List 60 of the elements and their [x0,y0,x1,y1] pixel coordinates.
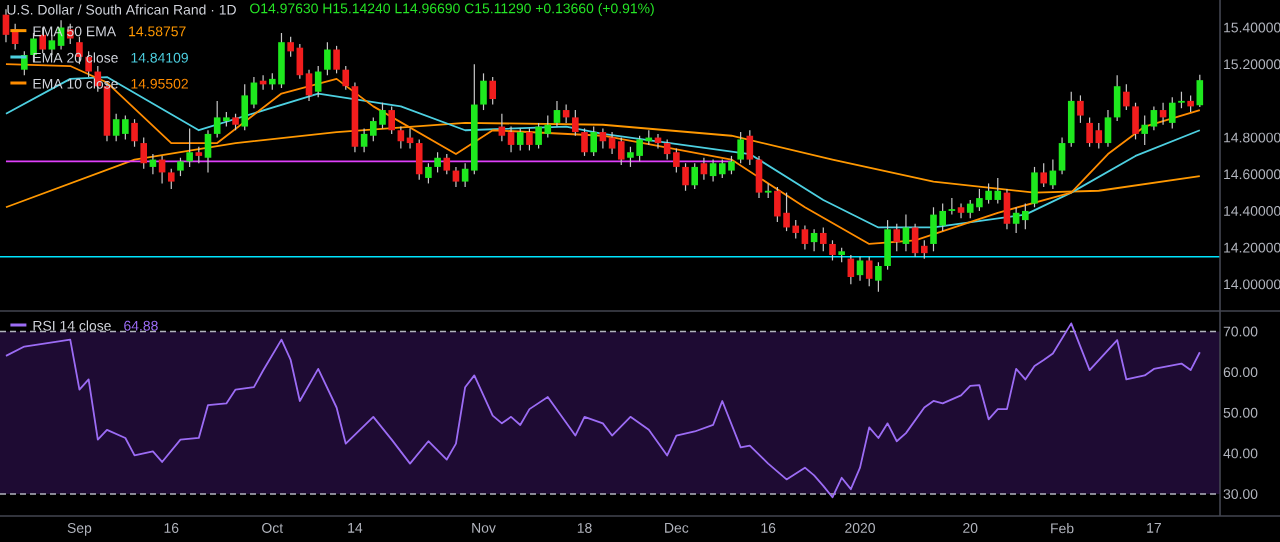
candlestick [1123,83,1130,111]
candlestick [434,151,441,174]
candlestick [415,138,423,181]
candlestick [884,219,891,271]
candlestick [480,72,487,111]
candlestick [829,239,836,262]
candlestick [177,157,184,177]
candlestick [489,76,496,106]
candlestick [324,41,331,76]
candlestick [425,162,432,185]
candlestick [1132,102,1139,141]
candlestick [443,153,451,175]
candlestick [452,166,460,188]
candlestick [737,131,744,164]
candlestick [131,118,138,148]
candlestick [581,127,588,157]
candlestick [553,100,561,128]
candlestick [902,214,910,252]
candlestick [1067,91,1075,148]
candlestick [516,127,524,152]
candlestick [526,127,533,152]
candlestick [1077,94,1084,124]
candlestick [397,125,405,150]
candlestick [617,136,625,166]
candlestick [819,226,827,252]
candlestick [746,129,754,166]
candlestick [342,65,350,91]
candlestick [875,261,882,293]
candlestick [1141,114,1149,146]
candlestick [1104,109,1112,148]
candlestick [755,155,763,199]
candlestick [204,129,212,174]
candlestick [572,109,579,137]
candlestick [186,127,193,168]
candlestick [30,32,37,63]
candlestick [1113,74,1121,122]
candlestick [48,34,56,56]
candlestick [691,162,699,190]
candlestick [241,83,249,131]
candlestick [2,8,10,43]
candlestick [167,168,175,190]
candlestick [682,162,689,192]
candlestick [333,45,340,74]
candlestick [1196,74,1204,108]
candlestick [1040,162,1047,188]
candlestick [388,105,395,135]
candlestick [1168,96,1176,129]
candlestick [590,125,598,157]
candlestick [1031,166,1038,208]
candlestick [948,197,956,216]
candlestick [893,223,901,252]
candlestick [700,157,708,181]
candlestick [314,65,322,98]
candlestick [856,256,864,282]
candlestick [1058,136,1066,175]
candlestick [140,136,148,170]
candlestick [1003,188,1011,230]
line-series [5,63,1201,245]
candlestick [865,256,873,287]
candlestick [507,125,515,153]
